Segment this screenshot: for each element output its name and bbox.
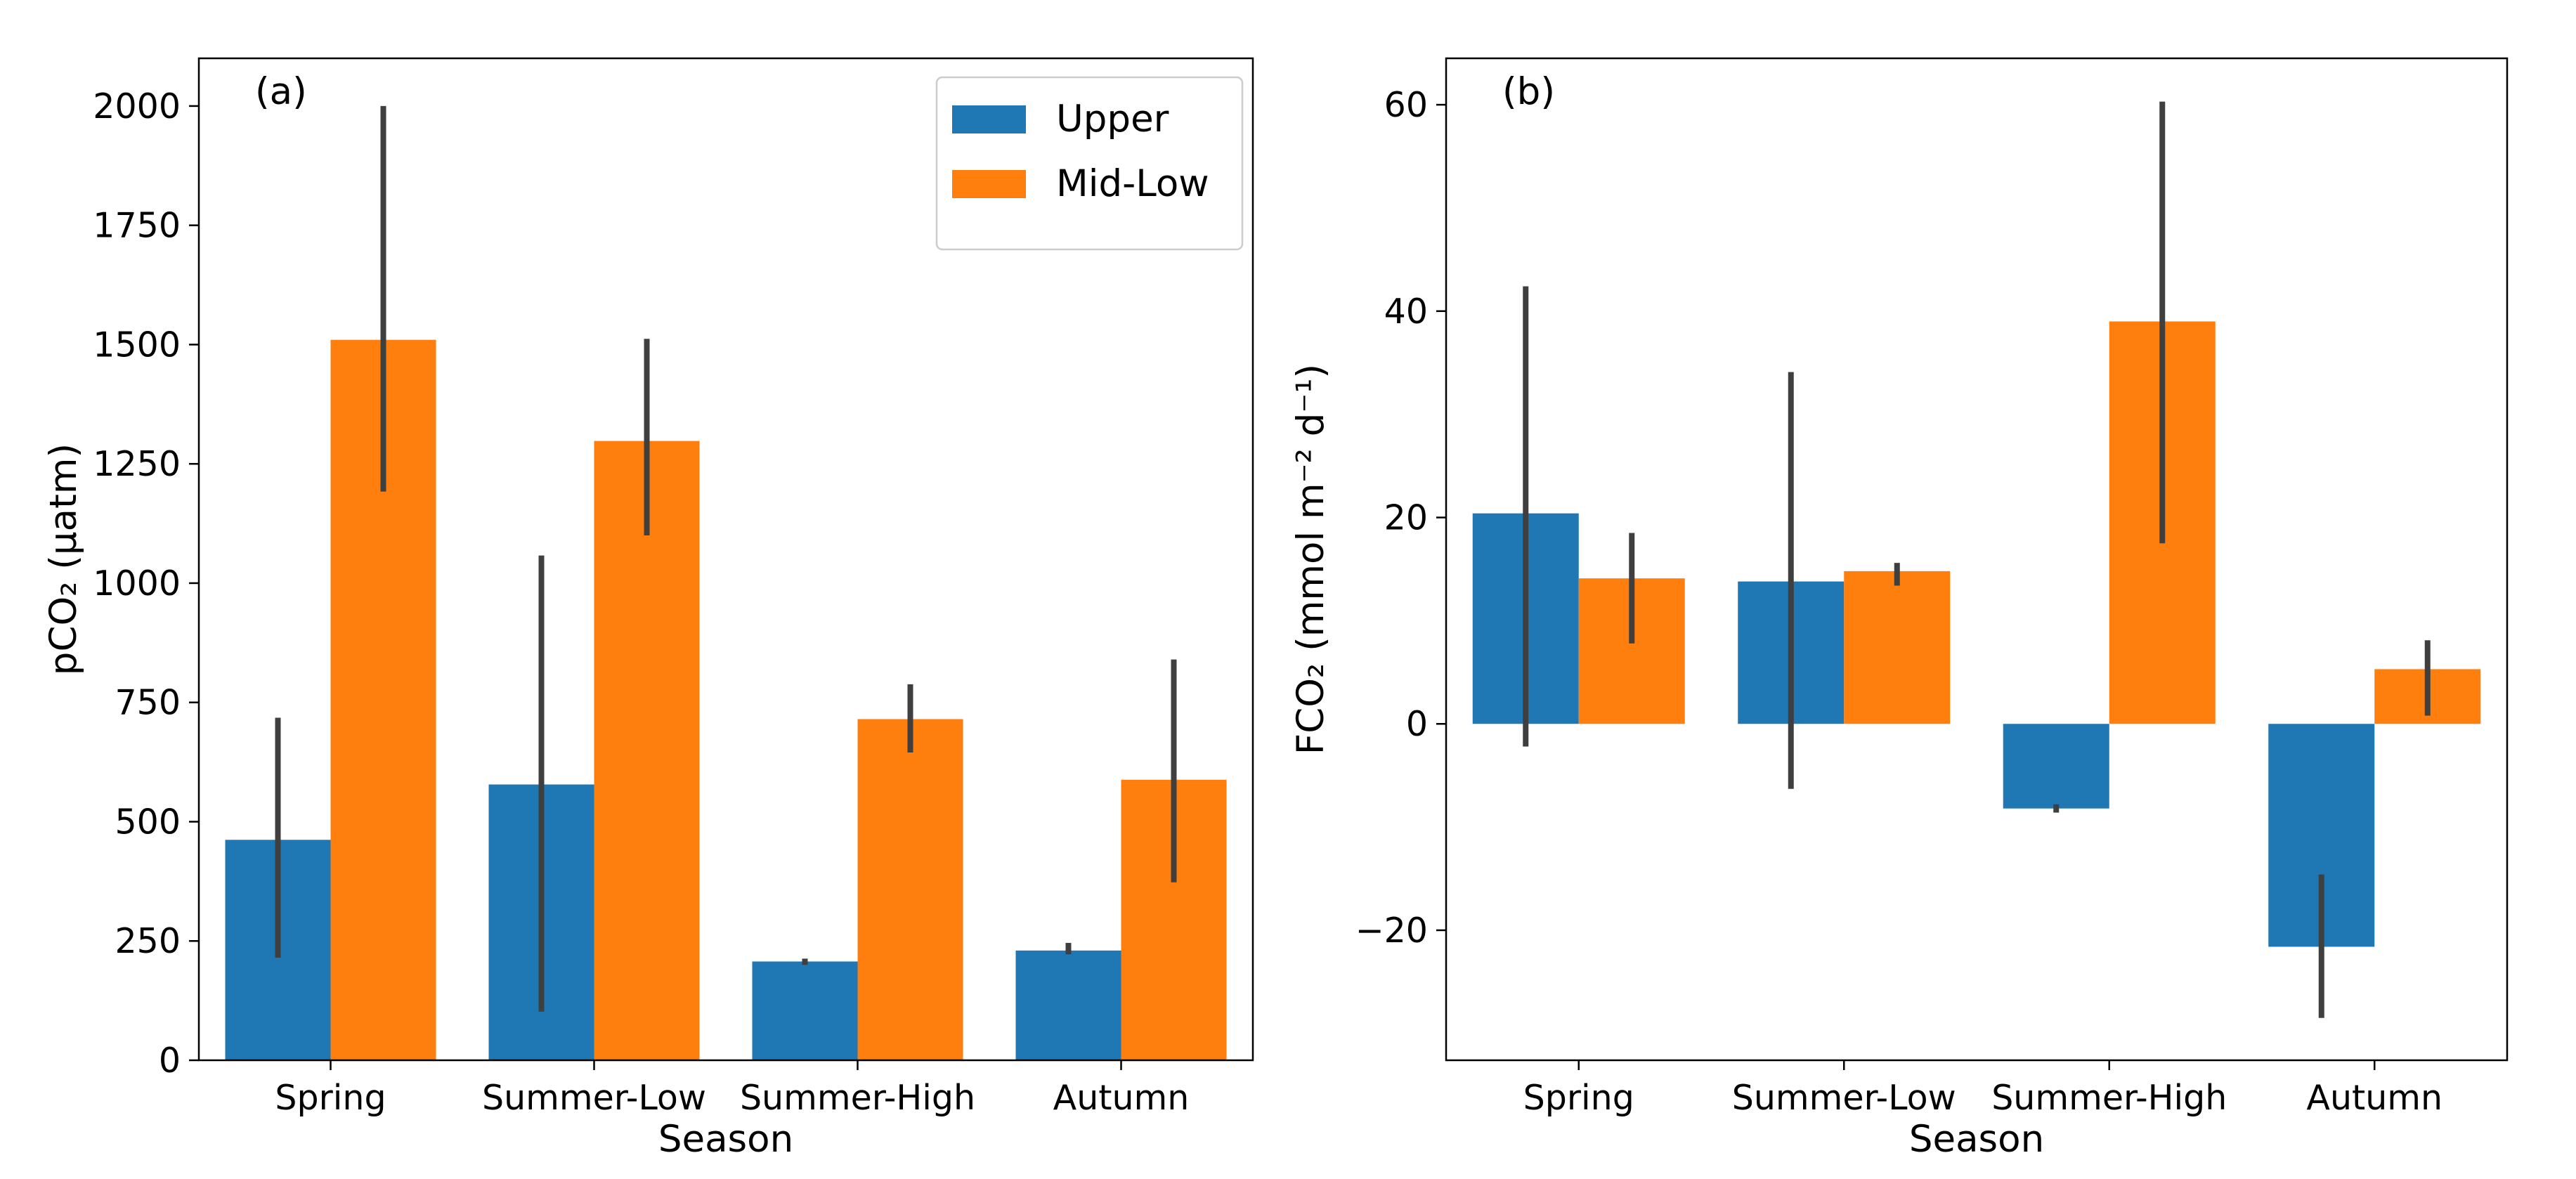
y-tick-label-5: 1250 [93,444,181,484]
y-tick-label-4: 60 [1384,85,1428,125]
bar-upper-2 [2003,724,2109,809]
y-tick-label-7: 1750 [93,206,181,246]
x-tick-label-0: Spring [1523,1078,1634,1118]
y-tick-label-3: 750 [115,683,181,723]
bar-midlow-2 [857,719,963,1060]
legend-swatch-midlow [952,170,1026,198]
bar-upper-2 [752,961,858,1060]
x-tick-label-1: Summer-Low [1732,1078,1956,1118]
x-tick-label-2: Summer-High [1991,1078,2227,1118]
x-tick-label-0: Spring [275,1078,386,1118]
y-tick-label-4: 1000 [93,564,181,604]
y-tick-label-0: 0 [159,1041,181,1081]
legend-label-upper: Upper [1056,98,1169,141]
panel-label: (a) [255,70,307,113]
chart-panel-a: 0 250 500 750 1000 1250 1500 1750 2000 Spring Summ… [42,57,1254,1161]
y-tick-label-8: 2000 [93,86,181,126]
y-tick-label-1: 0 [1406,704,1428,744]
axes-frame [1445,57,2509,1062]
legend-label-midlow: Mid-Low [1056,162,1209,205]
x-axis-label: Season [1909,1118,2044,1161]
chart-panel-b: −20 0 20 40 60 Spring Summer-Low Summer-High Aut… [1289,57,2509,1161]
x-tick-label-2: Summer-High [740,1078,975,1118]
legend-swatch-upper [952,105,1026,133]
axes-frame [197,57,1254,1062]
x-tick-label-1: Summer-Low [482,1078,706,1118]
y-axis-label: pCO₂ (µatm) [42,443,85,675]
y-tick-label-3: 40 [1384,292,1428,332]
y-tick-label-6: 1500 [93,325,181,365]
x-tick-label-3: Autumn [2306,1078,2442,1118]
bar-upper-3 [1015,950,1121,1060]
bar-midlow-1 [594,441,700,1060]
x-tick-label-3: Autumn [1053,1078,1190,1118]
y-tick-label-0: −20 [1355,911,1428,951]
legend: Upper Mid-Low [935,76,1244,251]
y-tick-label-2: 20 [1384,498,1428,538]
bar-midlow-1 [1844,571,1951,724]
y-tick-label-1: 250 [115,921,181,961]
y-tick-label-2: 500 [115,802,181,842]
y-axis-label: FCO₂ (mmol m⁻² d⁻¹) [1289,364,1332,755]
x-axis-label: Season [658,1118,793,1161]
panel-label: (b) [1502,70,1555,113]
